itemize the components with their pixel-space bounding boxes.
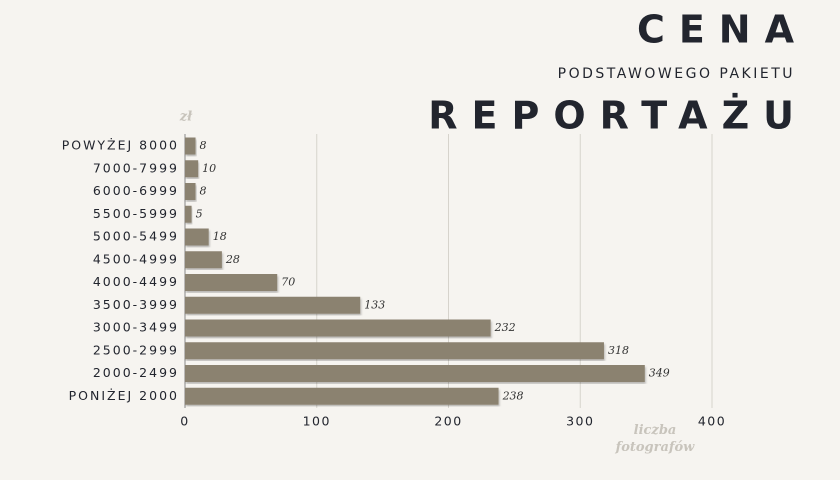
bar: [185, 342, 604, 360]
y-axis-label: zł: [179, 110, 193, 125]
bar: [185, 319, 491, 337]
y-tick-label: 3500-3999: [93, 297, 179, 312]
value-label: 349: [649, 367, 670, 380]
value-label: 8: [200, 139, 207, 152]
bar: [185, 251, 222, 269]
value-label: 28: [225, 253, 240, 266]
bar: [185, 274, 278, 291]
value-label: 133: [364, 298, 385, 311]
bar: [185, 183, 196, 200]
chart-title: CENA: [637, 8, 808, 52]
bar: [185, 387, 499, 405]
y-tick-label: 4500-4999: [93, 251, 179, 266]
bar: [185, 160, 199, 178]
y-tick-label: 5500-5999: [93, 206, 179, 221]
x-axis-label: liczba fotografów: [615, 423, 695, 455]
x-tick-label: 300: [566, 414, 594, 429]
y-tick-label: 5000-5499: [93, 229, 179, 244]
chart-title-2: REPORTAŻU: [428, 94, 808, 138]
y-tick-label: 3000-3499: [93, 320, 179, 335]
bar: [185, 365, 645, 382]
value-label: 10: [202, 162, 216, 175]
value-label: 8: [200, 185, 207, 198]
y-tick-label: 2500-2999: [93, 342, 179, 357]
value-label: 232: [494, 321, 516, 334]
y-tick-label: 6000-6999: [93, 183, 179, 198]
bar: [185, 296, 361, 314]
x-tick-label: 200: [434, 414, 462, 429]
bar: [185, 228, 209, 246]
value-label: 70: [281, 276, 295, 289]
x-tick-label: 0: [180, 414, 189, 429]
chart-subtitle: PODSTAWOWEGO PAKIETU: [558, 66, 795, 82]
value-label: 318: [608, 344, 629, 357]
bar: [185, 205, 192, 223]
y-tick-label: PONIŻEJ 2000: [69, 388, 179, 403]
value-label: 238: [502, 389, 524, 402]
y-tick-label: POWYŻEJ 8000: [62, 138, 179, 153]
y-tick-label: 4000-4499: [93, 274, 179, 289]
x-tick-label: 100: [303, 414, 331, 429]
value-label: 18: [213, 230, 227, 243]
bar: [185, 137, 196, 155]
y-tick-label: 2000-2499: [93, 365, 179, 380]
value-label: 5: [196, 207, 203, 220]
y-tick-label: 7000-7999: [93, 160, 179, 175]
x-tick-label: 400: [698, 414, 726, 429]
